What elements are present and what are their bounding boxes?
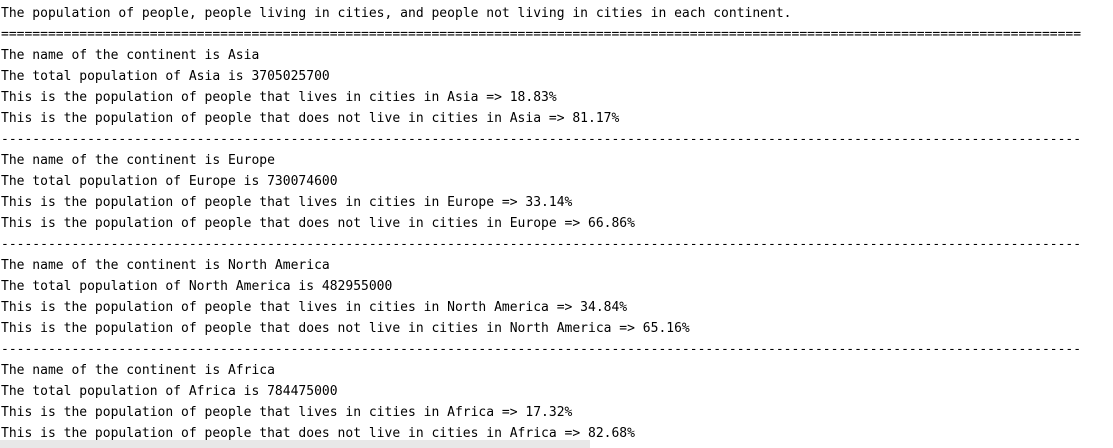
total-line: The total population of Asia is 37050257… — [1, 69, 330, 84]
cities-line: This is the population of people that li… — [1, 195, 573, 210]
cities-line: This is the population of people that li… — [1, 405, 573, 420]
name-line: The name of the continent is Africa — [1, 363, 275, 378]
divider-line: ----------------------------------------… — [1, 132, 1082, 147]
horizontal-scrollbar[interactable] — [0, 440, 590, 448]
non-cities-line: This is the population of people that do… — [1, 111, 620, 126]
non-cities-line: This is the population of people that do… — [1, 321, 690, 336]
separator-line: ========================================… — [1, 27, 1082, 42]
cities-line: This is the population of people that li… — [1, 300, 628, 315]
total-line: The total population of Africa is 784475… — [1, 384, 338, 399]
divider-line: ----------------------------------------… — [1, 237, 1082, 252]
non-cities-line: This is the population of people that do… — [1, 426, 635, 441]
name-line: The name of the continent is Europe — [1, 153, 275, 168]
name-line: The name of the continent is North Ameri… — [1, 258, 330, 273]
console-lines: The population of people, people living … — [1, 3, 1081, 444]
total-line: The total population of Europe is 730074… — [1, 174, 338, 189]
divider-line: ----------------------------------------… — [1, 342, 1082, 357]
cities-line: This is the population of people that li… — [1, 90, 557, 105]
total-line: The total population of North America is… — [1, 279, 393, 294]
non-cities-line: This is the population of people that do… — [1, 216, 635, 231]
header-line: The population of people, people living … — [1, 6, 792, 21]
name-line: The name of the continent is Asia — [1, 48, 260, 63]
